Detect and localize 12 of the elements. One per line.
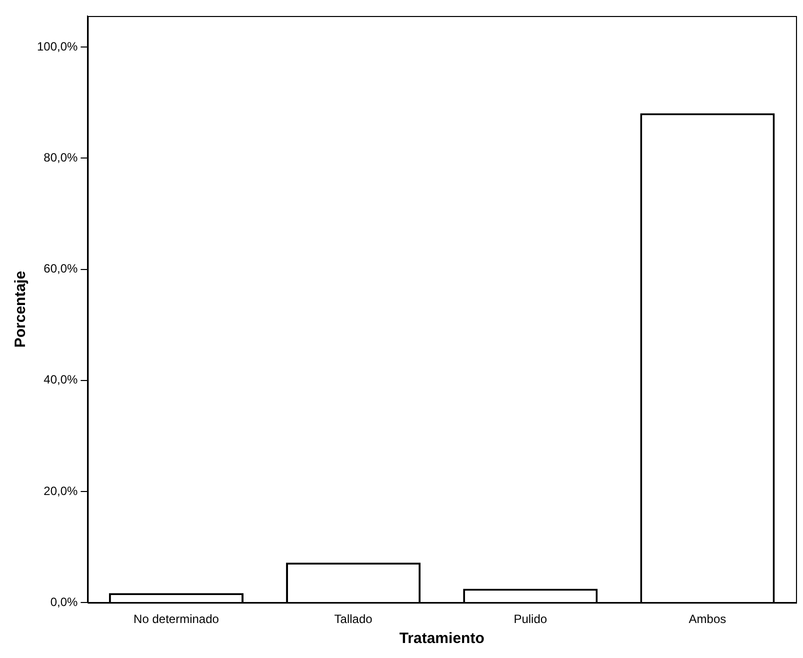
y-tick-label: 0,0% [50,594,78,609]
y-tick-label: 80,0% [44,150,78,165]
x-tick-label: Pulido [514,612,548,626]
x-tick-label: Ambos [688,612,726,626]
x-axis-title: Tratamiento [399,630,484,648]
y-tick-label: 20,0% [44,484,78,498]
y-tick-label: 60,0% [44,262,78,276]
x-tick-label: No determinado [134,612,220,626]
x-tick-label: Tallado [334,612,373,626]
y-tick-label: 100,0% [36,39,78,54]
y-tick-label: 40,0% [44,372,78,387]
y-axis-title: Porcentaje [12,270,30,348]
